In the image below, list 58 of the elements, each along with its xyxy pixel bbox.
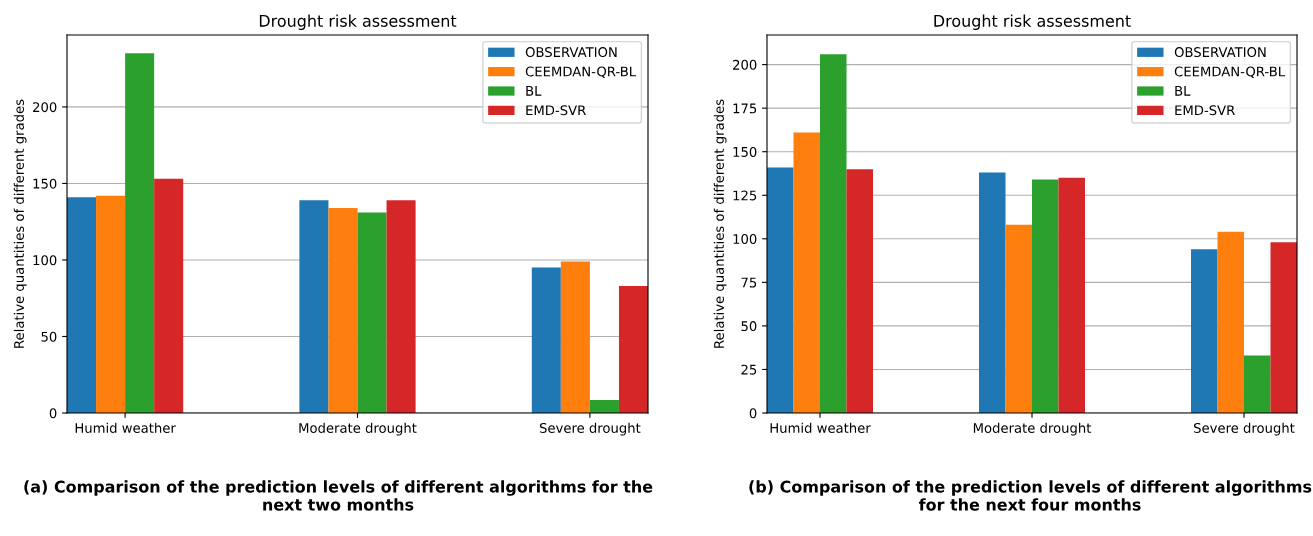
- x-tick-label: Severe drought: [1194, 422, 1295, 436]
- legend-label: OBSERVATION: [1174, 47, 1266, 58]
- y-tick-label: 25: [741, 364, 757, 375]
- bar: [1270, 242, 1297, 413]
- y-tick-label: 100: [33, 255, 57, 266]
- bar: [1244, 355, 1271, 413]
- y-tick-label: 0: [749, 408, 757, 419]
- y-tick-label: 150: [733, 146, 757, 157]
- x-tick-label: Moderate drought: [973, 422, 1092, 436]
- y-tick-label: 125: [733, 190, 757, 201]
- y-tick-label: 0: [49, 408, 57, 419]
- x-tick-label: Moderate drought: [299, 422, 417, 436]
- x-tick-label: Humid weather: [770, 422, 871, 433]
- y-tick-label: 50: [41, 331, 57, 342]
- y-tick-label: 75: [741, 277, 757, 288]
- legend-label: BL: [1175, 86, 1191, 96]
- y-axis-title: Relative quantities of different grades: [13, 99, 27, 348]
- bar: [618, 285, 648, 413]
- bar: [1005, 224, 1032, 413]
- bar: [793, 132, 820, 413]
- bar: [767, 167, 794, 413]
- y-tick-label: 100: [733, 234, 757, 245]
- y-tick-label: 150: [33, 178, 57, 189]
- chart-title: Drought risk assessment: [259, 14, 457, 30]
- bar: [531, 267, 561, 413]
- bar: [125, 53, 155, 413]
- y-tick-label: 200: [33, 102, 57, 113]
- legend-label: OBSERVATION: [525, 47, 617, 58]
- legend-label: BL: [526, 86, 542, 96]
- text: (a) Comparison of the prediction levels of different algorithms for the next two months: [24, 480, 653, 511]
- bar: [1191, 249, 1218, 413]
- bar: [299, 200, 329, 413]
- bar: [1032, 179, 1059, 413]
- bar: [979, 172, 1006, 413]
- bar: [96, 195, 126, 413]
- legend-label: CEEMDAN-QR-BL: [525, 66, 637, 78]
- bar: [1058, 177, 1085, 413]
- chart-title: Drought risk assessment: [934, 14, 1131, 30]
- text: (b) Comparison of the prediction levels of different algorithms for the next four months: [749, 480, 1312, 511]
- y-tick-label: 50: [741, 321, 757, 332]
- bar: [589, 399, 619, 413]
- y-tick-label: 175: [733, 103, 757, 114]
- bar: [67, 197, 97, 413]
- legend-label: EMD-SVR: [526, 105, 586, 116]
- bar: [560, 261, 590, 413]
- bar: [1217, 231, 1244, 413]
- x-tick-label: Severe drought: [539, 422, 641, 436]
- bar: [386, 200, 416, 413]
- bar: [820, 54, 847, 413]
- bar: [328, 207, 358, 413]
- y-tick-label: 200: [733, 59, 757, 70]
- legend-label: EMD-SVR: [1175, 105, 1235, 116]
- bar: [846, 169, 873, 413]
- legend-label: CEEMDAN-QR-BL: [1174, 66, 1286, 78]
- bar: [357, 212, 387, 413]
- x-tick-label: Humid weather: [75, 422, 176, 433]
- bar: [154, 178, 184, 413]
- y-axis-title: Relative quantities of different grades: [713, 99, 727, 348]
